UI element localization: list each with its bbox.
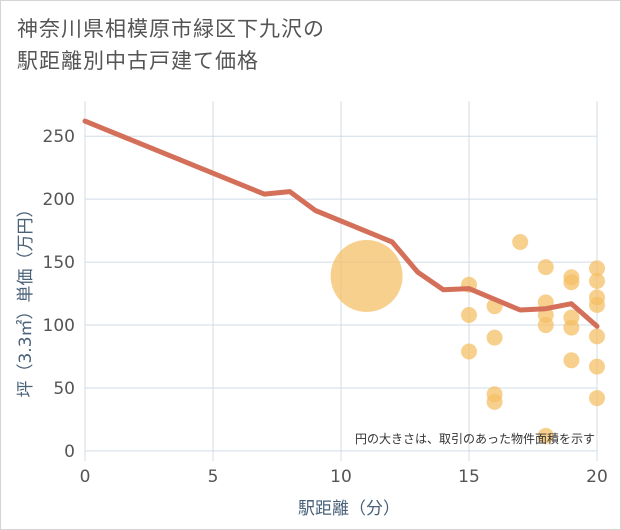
grid bbox=[84, 101, 598, 461]
y-tick-label: 250 bbox=[43, 127, 75, 147]
data-points bbox=[330, 233, 605, 444]
chart-title: 神奈川県相模原市緑区下九沢の 駅距離別中古戸建て価格 bbox=[17, 13, 325, 77]
data-point bbox=[589, 390, 605, 407]
average-price-line bbox=[82, 118, 600, 329]
data-point bbox=[486, 329, 503, 346]
data-point bbox=[461, 343, 477, 360]
data-point bbox=[563, 352, 580, 369]
x-tick-label: 0 bbox=[80, 467, 91, 487]
data-point bbox=[563, 274, 580, 291]
x-axis-label: 駅距離（分） bbox=[298, 499, 400, 519]
line-series bbox=[82, 118, 600, 329]
y-tick-label: 0 bbox=[64, 442, 75, 462]
data-point bbox=[589, 328, 605, 345]
x-tick-label: 5 bbox=[208, 467, 219, 487]
data-point bbox=[330, 239, 403, 312]
data-point bbox=[589, 260, 605, 277]
chart-title-line-1: 神奈川県相模原市緑区下九沢の bbox=[17, 17, 325, 41]
data-point bbox=[486, 393, 503, 410]
x-tick-label: 15 bbox=[458, 467, 480, 487]
data-point bbox=[537, 427, 554, 444]
data-point bbox=[589, 273, 605, 289]
y-axis-ticks: 0 50 100 150 200 250 bbox=[43, 127, 75, 462]
x-tick-label: 10 bbox=[330, 467, 352, 487]
data-point bbox=[589, 296, 605, 313]
data-point bbox=[461, 306, 477, 323]
y-tick-label: 50 bbox=[53, 379, 75, 399]
data-point bbox=[537, 259, 554, 276]
y-axis-label: 坪（3.3㎡）単価（万円） bbox=[16, 200, 36, 397]
data-point bbox=[512, 233, 529, 250]
data-point bbox=[589, 358, 605, 375]
data-point bbox=[563, 319, 580, 336]
data-point bbox=[537, 317, 554, 334]
y-tick-label: 150 bbox=[43, 253, 75, 273]
y-tick-label: 100 bbox=[43, 316, 75, 336]
chart-title-line-2: 駅距離別中古戸建て価格 bbox=[17, 49, 259, 73]
size-note: 円の大きさは、取引のあった物件面積を示す bbox=[355, 431, 595, 446]
x-axis-ticks: 0 5 10 15 20 bbox=[80, 467, 608, 487]
y-tick-label: 200 bbox=[43, 190, 75, 210]
x-tick-label: 20 bbox=[586, 467, 608, 487]
